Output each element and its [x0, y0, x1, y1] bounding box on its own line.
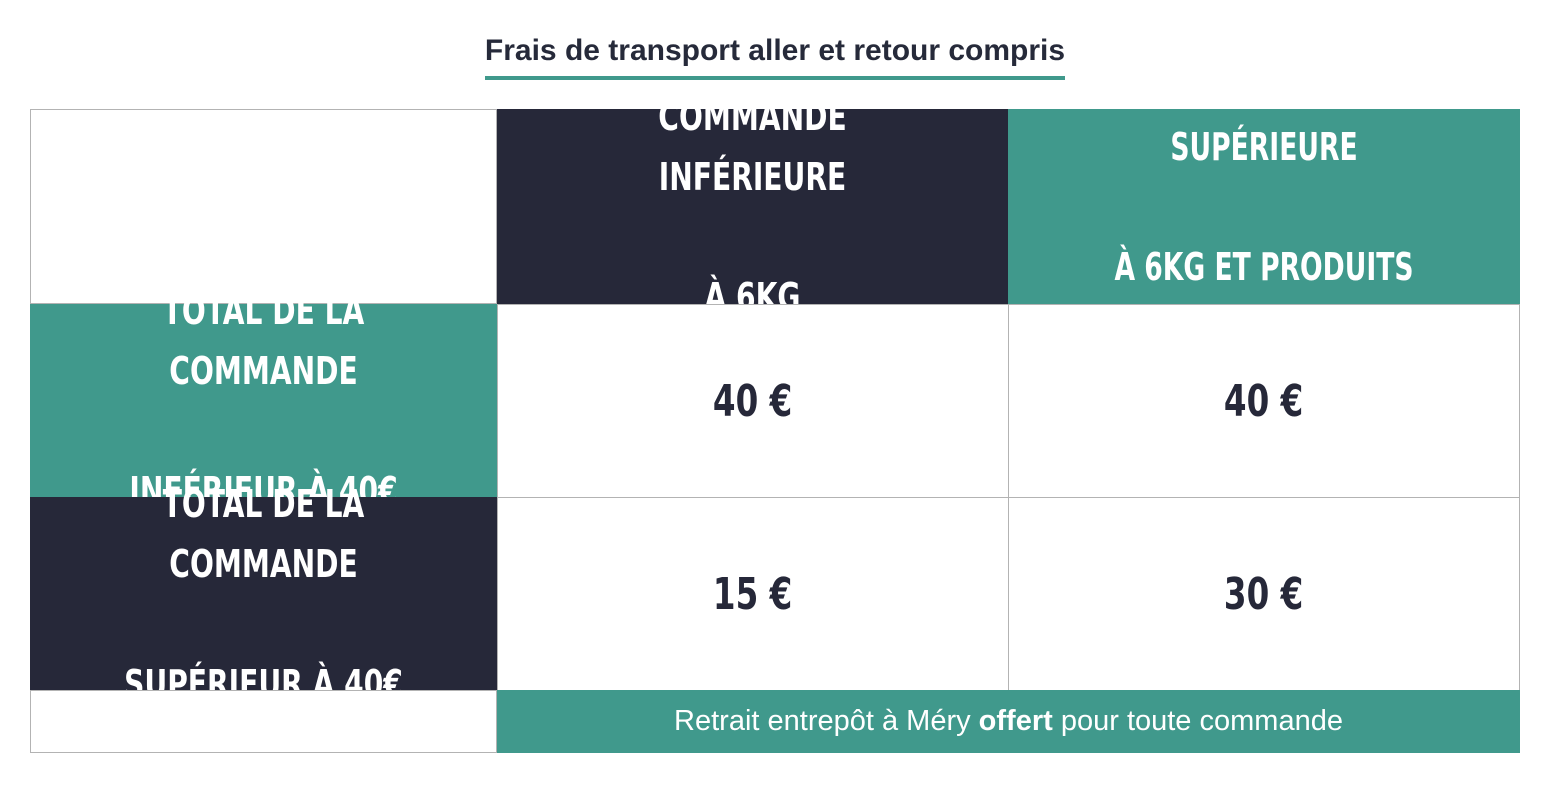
pickup-note-text: Retrait entrepôt à Méry offert pour tout…: [674, 705, 1343, 738]
price-cell: 40 €: [497, 304, 1009, 498]
title-wrapper: Frais de transport aller et retour compr…: [0, 32, 1550, 80]
price-cell: 15 €: [497, 497, 1009, 691]
row-header-line1: TOTAL DE LA COMMANDE: [162, 289, 365, 393]
column-header-over-6kg: COMMANDE SUPÉRIEURE À 6KG ET PRODUITS VO…: [1008, 65, 1520, 349]
row-header-line1: TOTAL DE LA COMMANDE: [162, 482, 365, 586]
page-title: Frais de transport aller et retour compr…: [484, 32, 1066, 80]
column-header-line1: COMMANDE INFÉRIEURE: [658, 94, 847, 199]
pickup-note-before: Retrait entrepôt à Méry: [674, 705, 979, 737]
column-header-label: COMMANDE INFÉRIEURE À 6KG: [563, 27, 941, 387]
pickup-note: Retrait entrepôt à Méry offert pour tout…: [497, 690, 1520, 753]
price-cell: 30 €: [1008, 497, 1520, 691]
price-value: 40 €: [1224, 375, 1304, 427]
price-value: 40 €: [713, 375, 793, 427]
table-corner-bottom-left: [30, 690, 497, 753]
row-header-over-40: TOTAL DE LA COMMANDE SUPÉRIEUR À 40€: [30, 482, 497, 706]
table-corner-top-left: [30, 109, 497, 304]
pickup-note-after: pour toute commande: [1052, 705, 1343, 737]
column-header-under-6kg: COMMANDE INFÉRIEURE À 6KG: [497, 95, 1008, 319]
price-value: 15 €: [713, 568, 793, 620]
price-value: 30 €: [1224, 568, 1304, 620]
price-cell: 40 €: [1008, 304, 1520, 498]
row-header-under-40: TOTAL DE LA COMMANDE INFÉRIEUR À 40€: [30, 289, 497, 513]
column-header-line1: COMMANDE SUPÉRIEURE: [1170, 64, 1358, 169]
pickup-note-bold: offert: [978, 705, 1053, 737]
